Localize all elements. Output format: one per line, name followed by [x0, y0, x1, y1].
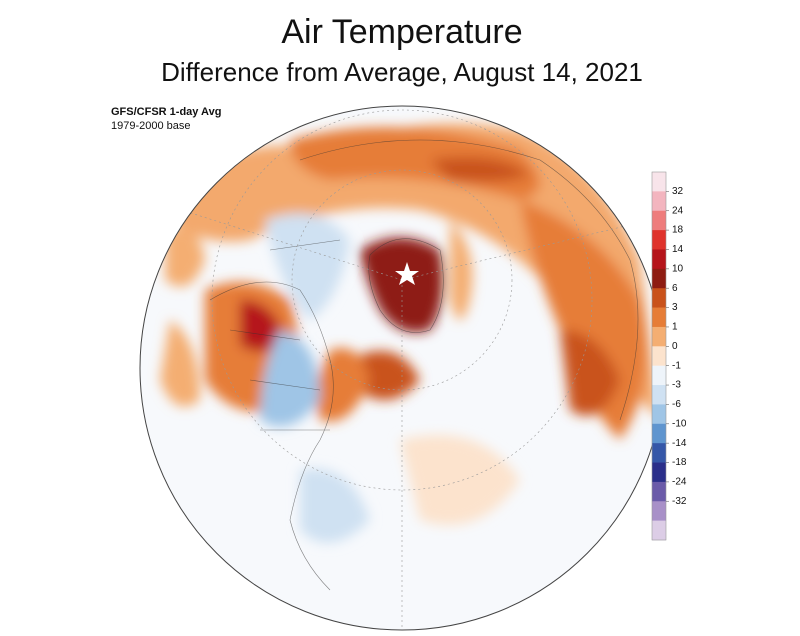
colorbar-band — [652, 172, 666, 192]
colorbar-band — [652, 385, 666, 405]
colorbar-band — [652, 365, 666, 386]
colorbar-tick-label: 6 — [672, 283, 678, 294]
colorbar-tick-label: 1 — [672, 322, 678, 333]
colorbar-tick-label: 0 — [672, 341, 678, 352]
colorbar-tick-label: 32 — [672, 186, 684, 197]
colorbar-tick-label: 3 — [672, 302, 678, 313]
colorbar-band — [652, 210, 666, 231]
colorbar-tick-label: -10 — [672, 418, 687, 429]
colorbar-band — [652, 501, 666, 521]
colorbar-tick-label: 10 — [672, 263, 684, 274]
colorbar-band — [652, 326, 666, 347]
source-label: GFS/CFSR 1-day Avg — [111, 106, 221, 118]
colorbar-band — [652, 288, 666, 308]
colorbar-tick-label: -32 — [672, 496, 687, 507]
colorbar-tick-label: -6 — [672, 399, 681, 410]
colorbar-tick-label: 24 — [672, 205, 684, 216]
colorbar-frame — [651, 171, 667, 541]
colorbar-band — [652, 462, 666, 483]
colorbar-tick-label: -24 — [672, 477, 687, 488]
colorbar-band — [652, 249, 666, 270]
title: Air Temperature — [281, 13, 522, 51]
colorbar-tick-label: -1 — [672, 360, 681, 371]
colorbar-tick-label: -14 — [672, 438, 687, 449]
colorbar-band — [652, 230, 666, 250]
colorbar-band — [652, 191, 666, 212]
subtitle: Difference from Average, August 14, 2021 — [161, 57, 643, 87]
colorbar-band — [652, 268, 666, 289]
colorbar-band — [652, 423, 666, 444]
colorbar-band — [652, 346, 666, 366]
colorbar-band — [652, 307, 666, 328]
base-label: 1979-2000 base — [111, 120, 191, 132]
colorbar-tick-label: 18 — [672, 225, 684, 236]
colorbar-band — [652, 481, 666, 502]
colorbar-band — [652, 404, 666, 425]
colorbar-tick-label: -3 — [672, 380, 681, 391]
colorbar-tick-label: 14 — [672, 244, 684, 255]
colorbar-band — [652, 520, 666, 541]
globe — [140, 106, 664, 630]
summit-star — [395, 262, 419, 285]
colorbar-tick-label: -18 — [672, 457, 687, 468]
colorbar-band — [652, 443, 666, 463]
